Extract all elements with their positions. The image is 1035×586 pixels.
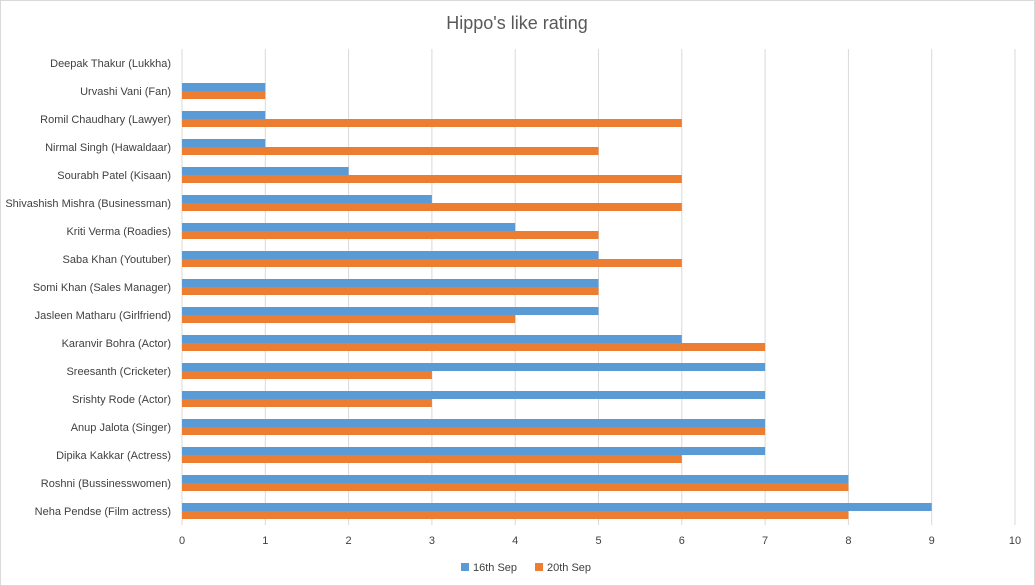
x-tick-label: 8 <box>845 535 851 547</box>
bar-16th-sep <box>182 447 766 455</box>
x-tick-label: 9 <box>929 535 935 547</box>
bar-16th-sep <box>182 475 849 483</box>
bar-16th-sep <box>182 307 599 315</box>
x-tick-label: 3 <box>429 535 435 547</box>
x-tick-label: 6 <box>679 535 685 547</box>
bar-16th-sep <box>182 503 932 511</box>
bar-20th-sep <box>182 483 849 491</box>
category-label: Jasleen Matharu (Girlfriend) <box>35 310 171 322</box>
category-label: Shivashish Mishra (Businessman) <box>5 198 171 210</box>
category-label: Romil Chaudhary (Lawyer) <box>40 114 171 126</box>
bars <box>182 83 932 519</box>
category-label: Urvashi Vani (Fan) <box>80 86 171 98</box>
x-tick-label: 7 <box>762 535 768 547</box>
legend-label: 16th Sep <box>473 562 517 574</box>
category-label: Saba Khan (Youtuber) <box>63 254 171 266</box>
bar-16th-sep <box>182 111 266 119</box>
legend: 16th Sep 20th Sep <box>461 562 591 574</box>
bar-16th-sep <box>182 391 766 399</box>
bar-16th-sep <box>182 251 599 259</box>
bar-16th-sep <box>182 167 349 175</box>
bar-16th-sep <box>182 139 266 147</box>
category-label: Roshni (Bussinesswomen) <box>41 478 171 490</box>
category-label: Karanvir Bohra (Actor) <box>62 338 171 350</box>
legend-swatch <box>461 563 469 571</box>
category-label: Srishty Rode (Actor) <box>72 394 171 406</box>
category-label: Somi Khan (Sales Manager) <box>33 282 171 294</box>
x-tick-label: 5 <box>595 535 601 547</box>
category-label: Nirmal Singh (Hawaldaar) <box>45 142 171 154</box>
bar-20th-sep <box>182 119 682 127</box>
x-tick-label: 4 <box>512 535 518 547</box>
category-label: Neha Pendse (Film actress) <box>35 506 171 518</box>
x-tick-label: 0 <box>179 535 185 547</box>
bar-16th-sep <box>182 223 516 231</box>
category-label: Deepak Thakur (Lukkha) <box>50 58 171 70</box>
x-tick-label: 10 <box>1009 535 1021 547</box>
bar-20th-sep <box>182 91 266 99</box>
category-label: Anup Jalota (Singer) <box>71 422 171 434</box>
x-tick-label: 2 <box>346 535 352 547</box>
bar-20th-sep <box>182 175 682 183</box>
bar-20th-sep <box>182 315 516 323</box>
bar-16th-sep <box>182 335 682 343</box>
category-label: Dipika Kakkar (Actress) <box>56 450 171 462</box>
bar-20th-sep <box>182 343 766 351</box>
category-label: Sreesanth (Cricketer) <box>66 366 171 378</box>
bar-20th-sep <box>182 399 432 407</box>
x-axis-tick-labels: 0 1 2 3 4 5 6 7 8 9 10 <box>179 535 1021 547</box>
bar-20th-sep <box>182 259 682 267</box>
bar-16th-sep <box>182 83 266 91</box>
bar-16th-sep <box>182 195 432 203</box>
bar-20th-sep <box>182 371 432 379</box>
legend-label: 20th Sep <box>547 562 591 574</box>
bar-20th-sep <box>182 455 682 463</box>
legend-swatch <box>535 563 543 571</box>
category-labels: Deepak Thakur (Lukkha) Urvashi Vani (Fan)… <box>5 58 171 518</box>
category-label: Kriti Verma (Roadies) <box>66 226 171 238</box>
bar-20th-sep <box>182 231 599 239</box>
bar-16th-sep <box>182 279 599 287</box>
bar-20th-sep <box>182 427 766 435</box>
x-tick-label: 1 <box>262 535 268 547</box>
bar-20th-sep <box>182 287 599 295</box>
bar-20th-sep <box>182 511 849 519</box>
bar-20th-sep <box>182 203 682 211</box>
bar-20th-sep <box>182 147 599 155</box>
bar-16th-sep <box>182 419 766 427</box>
chart-title: Hippo's like rating <box>446 13 588 33</box>
category-label: Sourabh Patel (Kisaan) <box>57 170 171 182</box>
bar-16th-sep <box>182 363 766 371</box>
